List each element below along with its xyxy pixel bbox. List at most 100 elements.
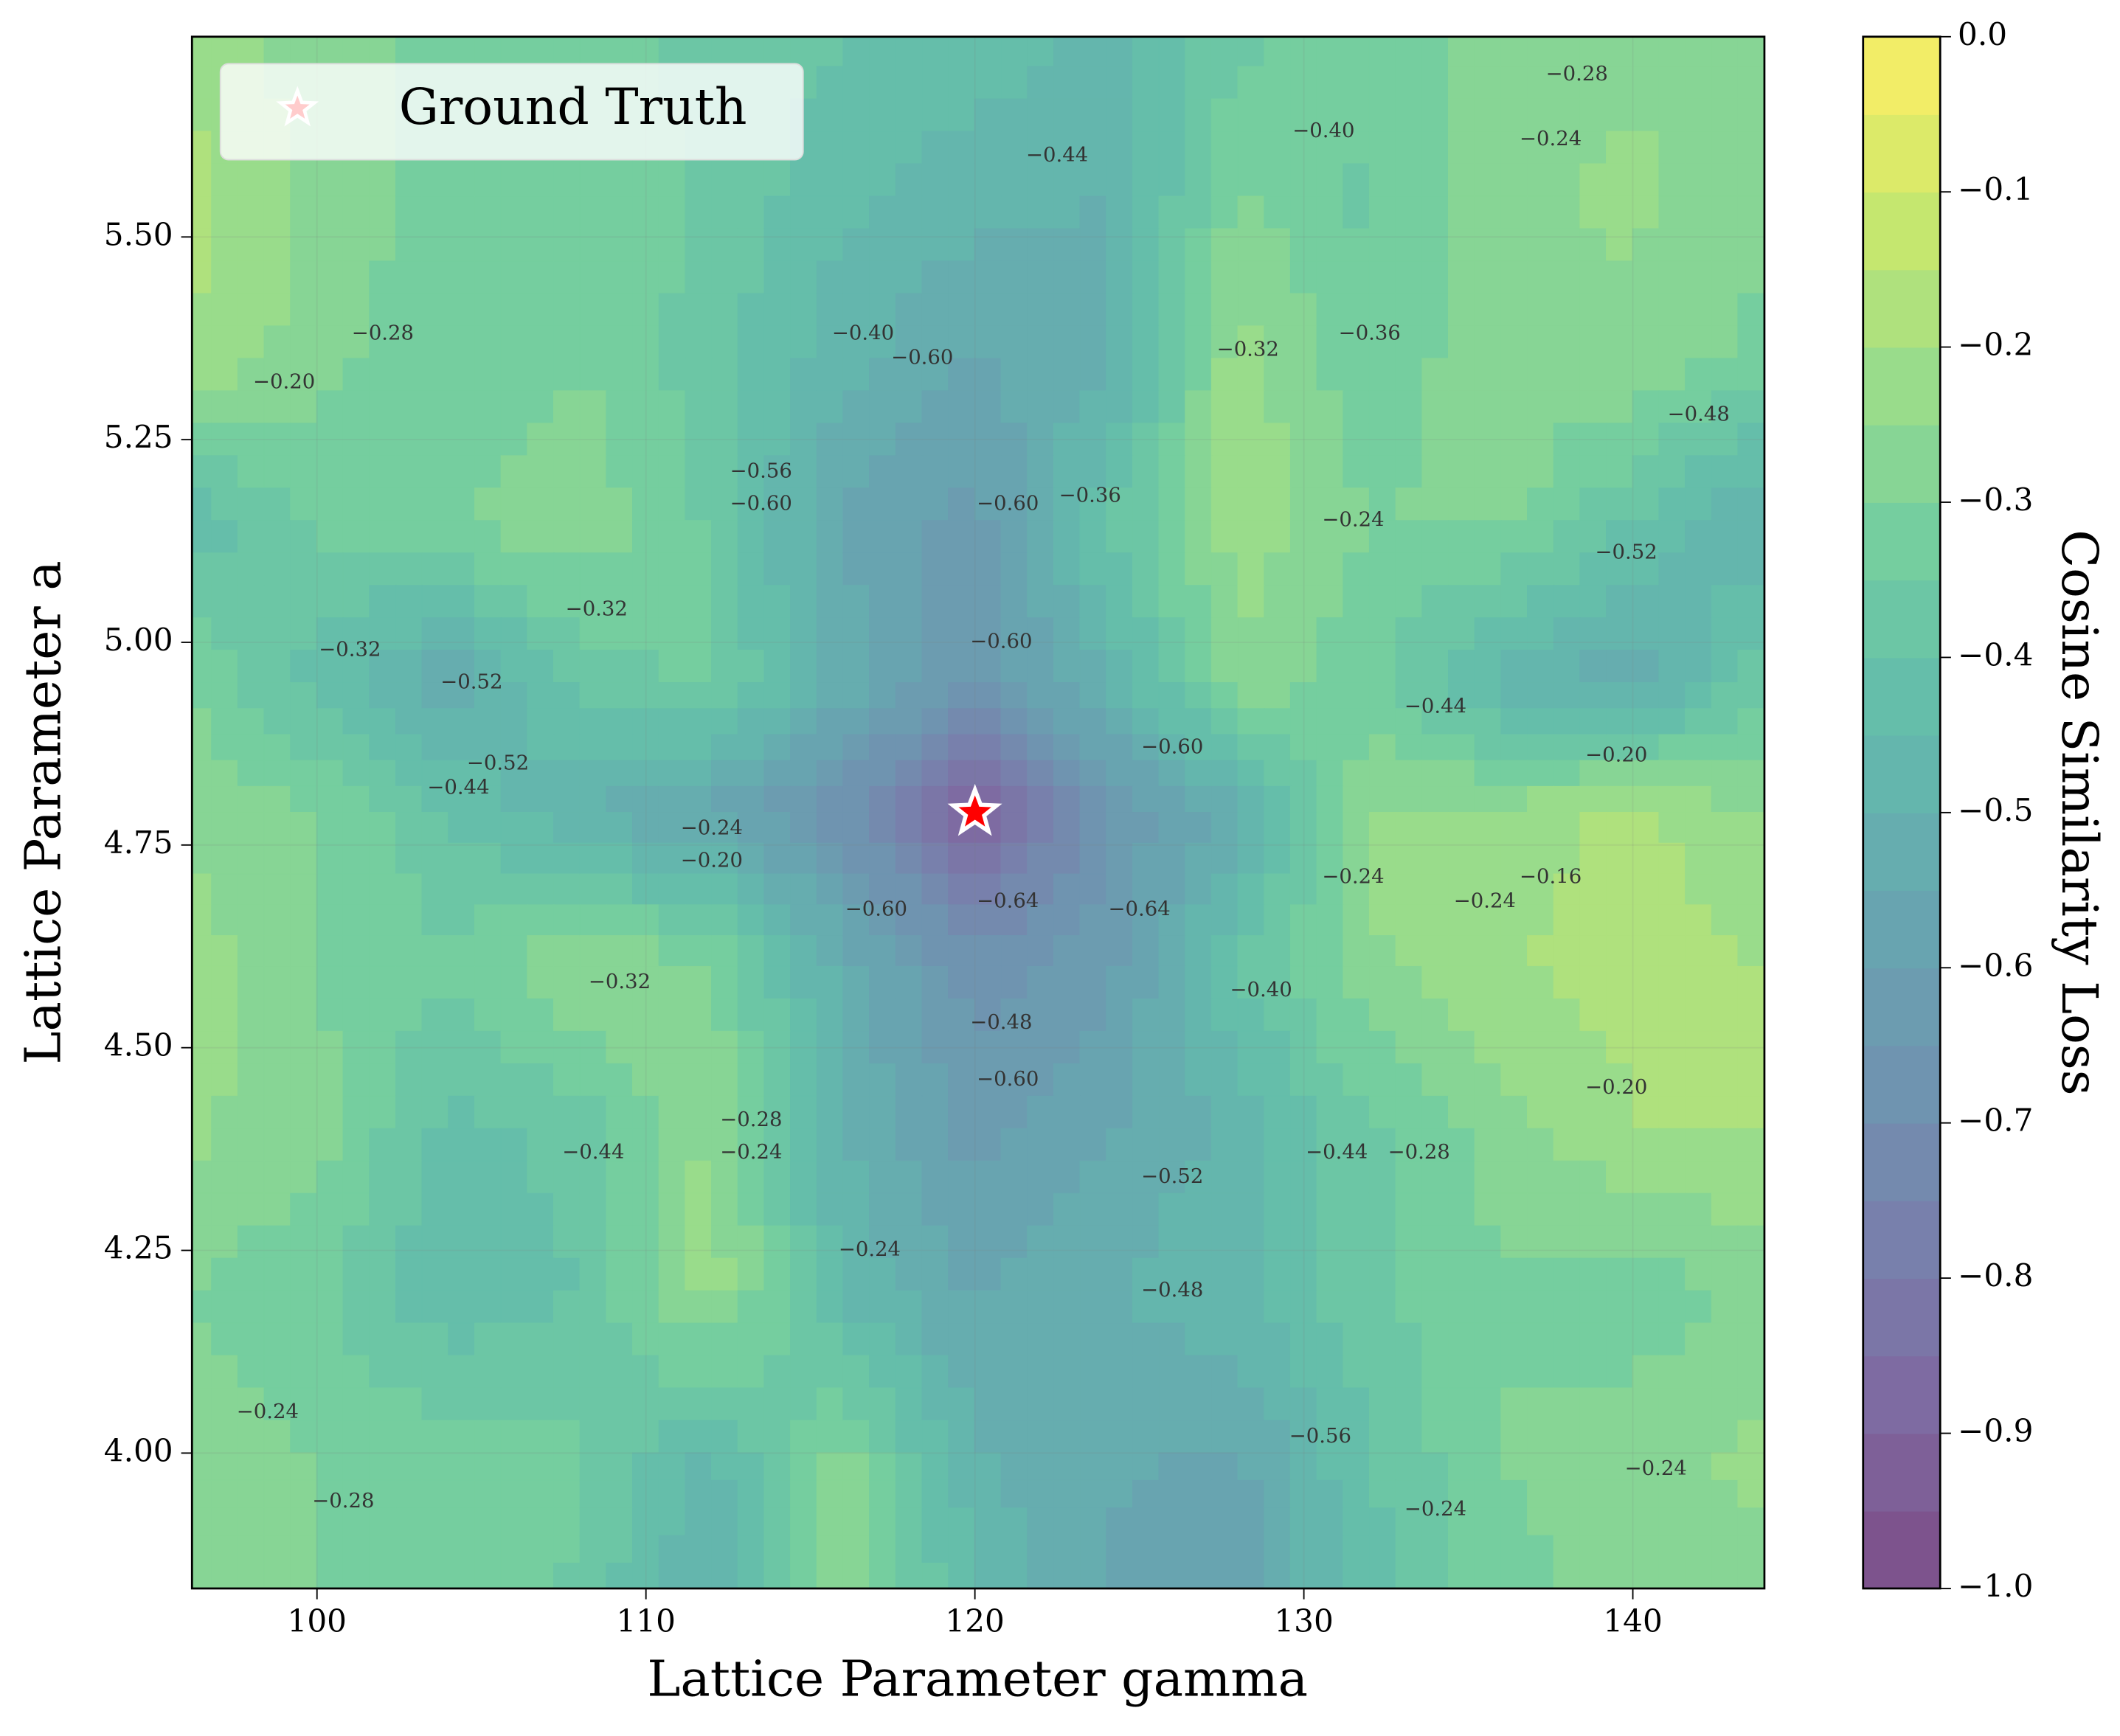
contour-cell — [711, 650, 739, 684]
contour-cell — [1474, 1322, 1503, 1357]
contour-cell — [527, 708, 555, 736]
contour-cell — [842, 455, 870, 489]
contour-cell — [1264, 1479, 1292, 1509]
contour-label: −0.44 — [427, 775, 489, 799]
contour-cell — [1474, 390, 1503, 424]
contour-cell — [1210, 873, 1239, 906]
contour-cell — [1264, 552, 1292, 586]
contour-cell — [895, 785, 924, 813]
contour-cell — [1368, 760, 1397, 788]
contour-cell — [1079, 1535, 1107, 1564]
contour-cell — [921, 1479, 949, 1509]
contour-cell — [685, 760, 713, 788]
contour-cell — [1474, 1479, 1503, 1509]
contour-cell — [790, 812, 818, 844]
contour-cell — [1579, 1355, 1607, 1389]
contour-cell — [342, 358, 370, 392]
contour-cell — [1658, 1192, 1686, 1227]
contour-cell — [1395, 1355, 1423, 1389]
contour-cell — [1711, 760, 1739, 788]
contour-cell — [237, 552, 266, 586]
contour-cell — [1289, 1387, 1318, 1422]
contour-cell — [527, 228, 555, 263]
contour-cell — [527, 1192, 555, 1227]
contour-cell — [395, 904, 423, 937]
contour-cell — [1685, 617, 1713, 651]
contour-cell — [1685, 682, 1713, 709]
contour-cell — [237, 455, 266, 489]
contour-cell — [685, 1290, 713, 1324]
contour-cell — [474, 734, 502, 762]
contour-cell — [1264, 1420, 1292, 1454]
contour-cell — [192, 1420, 212, 1454]
contour-cell — [500, 785, 528, 813]
contour-cell — [395, 1479, 423, 1509]
contour-cell — [448, 260, 476, 295]
contour-cell — [263, 935, 291, 968]
contour-cell — [1527, 1095, 1555, 1130]
contour-cell — [1737, 1452, 1764, 1482]
contour-cell — [1368, 682, 1397, 709]
contour-cell — [632, 650, 660, 684]
contour-cell — [1000, 1507, 1028, 1537]
contour-cell — [632, 228, 660, 263]
contour-cell — [1527, 842, 1555, 875]
colorbar-band — [1863, 347, 1941, 426]
contour-cell — [1106, 1387, 1134, 1422]
contour-cell — [474, 873, 502, 906]
contour-cell — [658, 965, 687, 1000]
contour-cell — [921, 708, 949, 736]
contour-cell — [1027, 1507, 1055, 1537]
contour-cell — [711, 1507, 739, 1537]
contour-cell — [1316, 66, 1344, 100]
contour-cell — [1553, 935, 1582, 968]
contour-cell — [192, 617, 212, 651]
colorbar-band — [1863, 1200, 1941, 1280]
contour-cell — [1027, 617, 1055, 651]
contour-cell — [553, 965, 581, 1000]
contour-cell — [1527, 228, 1555, 263]
contour-cell — [579, 1160, 608, 1195]
contour-cell — [1264, 1452, 1292, 1482]
contour-label: −0.52 — [467, 751, 529, 774]
contour-cell — [1079, 617, 1107, 651]
contour-cell — [1527, 965, 1555, 1000]
contour-cell — [1395, 812, 1423, 844]
contour-cell — [1685, 1535, 1713, 1564]
contour-cell — [1106, 1322, 1134, 1357]
contour-cell — [211, 998, 239, 1032]
contour-cell — [1106, 1479, 1134, 1509]
colorbar-tick-label: 0.0 — [1958, 16, 2007, 52]
contour-cell — [1158, 1290, 1186, 1324]
contour-label: −0.24 — [839, 1237, 901, 1261]
contour-cell — [842, 163, 870, 198]
contour-cell — [1579, 1535, 1607, 1564]
contour-cell — [1658, 455, 1686, 489]
contour-cell — [685, 423, 713, 456]
contour-cell — [1185, 487, 1213, 521]
contour-cell — [1474, 1192, 1503, 1227]
contour-label: −0.48 — [1668, 403, 1730, 426]
contour-cell — [895, 1355, 924, 1389]
contour-cell — [1606, 1452, 1634, 1482]
contour-cell — [1158, 358, 1186, 392]
contour-cell — [1658, 734, 1686, 762]
contour-cell — [1053, 66, 1081, 100]
contour-cell — [1027, 842, 1055, 875]
contour-cell — [790, 1160, 818, 1195]
contour-cell — [1421, 195, 1449, 230]
contour-cell — [1368, 358, 1397, 392]
contour-cell — [711, 734, 739, 762]
contour-cell — [1658, 293, 1686, 327]
contour-cell — [1210, 66, 1239, 100]
contour-cell — [1158, 1322, 1186, 1357]
contour-cell — [869, 390, 897, 424]
contour-cell — [1395, 423, 1423, 456]
contour-cell — [421, 455, 449, 489]
contour-cell — [1579, 1420, 1607, 1454]
contour-cell — [1106, 617, 1134, 651]
contour-cell — [1395, 650, 1423, 684]
contour-cell — [1500, 812, 1528, 844]
contour-cell — [1448, 552, 1476, 586]
contour-cell — [500, 812, 528, 844]
